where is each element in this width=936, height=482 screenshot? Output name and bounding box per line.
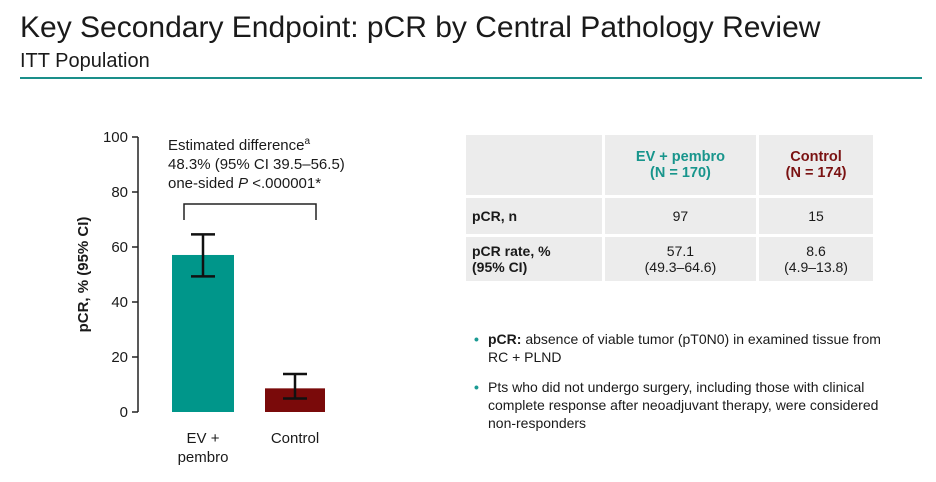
note-pcr-term: pCR: xyxy=(488,331,522,347)
x-tick-label: EV + xyxy=(187,430,220,447)
x-tick-label: Control xyxy=(271,430,319,447)
title-divider xyxy=(20,77,922,79)
table-row: pCR rate, % (95% CI) 57.1 (49.3–64.6) 8.… xyxy=(466,237,876,281)
page-title: Key Secondary Endpoint: pCR by Central P… xyxy=(20,11,821,44)
bar-0 xyxy=(172,254,234,412)
note-non-responders: • Pts who did not undergo surgery, inclu… xyxy=(474,378,884,432)
table-corner-cell xyxy=(466,135,605,195)
y-tick-label: 20 xyxy=(111,349,128,366)
table-header-control-name: Control xyxy=(790,149,842,165)
cell-ev-pcr-rate: 57.1 (49.3–64.6) xyxy=(604,237,760,281)
table-header-control: Control (N = 174) xyxy=(759,135,876,195)
note-non-responders-text: Pts who did not undergo surgery, includi… xyxy=(488,379,879,431)
bullet-icon: • xyxy=(474,379,479,395)
table-header-ev: EV + pembro (N = 170) xyxy=(604,135,760,195)
cell-ev-rate-ci: (49.3–64.6) xyxy=(644,259,717,275)
annotation-text: one-sided xyxy=(168,175,238,192)
table-header-ev-n: (N = 170) xyxy=(650,165,711,181)
table-header-row: EV + pembro (N = 170) Control (N = 174) xyxy=(466,135,876,195)
cell-ev-rate-value: 57.1 xyxy=(666,243,695,259)
bar-1 xyxy=(265,388,325,412)
y-tick-label: 40 xyxy=(111,294,128,311)
x-tick-label: pembro xyxy=(178,449,229,466)
page-subtitle: ITT Population xyxy=(20,50,150,72)
annotation-superscript: a xyxy=(304,136,310,147)
pcr-bar-chart: 0 20 40 60 80 100 pCR, % (95% CI) EV + pembro Con… xyxy=(75,129,345,466)
row-label-pcr-n: pCR, n xyxy=(466,198,605,234)
annotation-line-1: Estimated differencea xyxy=(168,136,310,154)
cell-control-rate-value: 8.6 xyxy=(806,243,826,259)
annotation-text: Estimated difference xyxy=(168,137,304,154)
table-row: pCR, n 97 15 xyxy=(466,198,876,234)
row-label-pcr-rate-line1: pCR rate, % xyxy=(472,243,551,259)
results-table: EV + pembro (N = 170) Control (N = 174) … xyxy=(466,132,876,284)
row-label-pcr-rate-line2: (95% CI) xyxy=(472,259,528,275)
row-label-pcr-rate: pCR rate, % (95% CI) xyxy=(466,237,605,281)
annotation-text: <.000001* xyxy=(248,175,321,192)
y-tick-label: 100 xyxy=(103,129,128,146)
footnotes: • pCR: absence of viable tumor (pT0N0) i… xyxy=(474,330,884,444)
note-pcr-text: absence of viable tumor (pT0N0) in exami… xyxy=(488,331,881,365)
cell-ev-pcr-n: 97 xyxy=(604,198,760,234)
annotation-line-3: one-sided P <.000001* xyxy=(168,175,321,192)
cell-control-pcr-n: 15 xyxy=(759,198,876,234)
y-tick-label: 60 xyxy=(111,239,128,256)
y-tick-label: 0 xyxy=(120,404,128,421)
annotation-text: P xyxy=(238,175,248,192)
y-tick-label: 80 xyxy=(111,184,128,201)
cell-control-rate-ci: (4.9–13.8) xyxy=(784,259,848,275)
y-axis-title: pCR, % (95% CI) xyxy=(75,217,92,333)
table-header-ev-name: EV + pembro xyxy=(635,149,725,165)
table-header-control-n: (N = 174) xyxy=(785,165,847,181)
annotation-line-2: 48.3% (95% CI 39.5–56.5) xyxy=(168,156,345,173)
cell-control-pcr-rate: 8.6 (4.9–13.8) xyxy=(759,237,876,281)
comparison-bracket xyxy=(183,203,317,220)
bullet-icon: • xyxy=(474,331,479,347)
note-pcr-definition: • pCR: absence of viable tumor (pT0N0) i… xyxy=(474,330,884,366)
